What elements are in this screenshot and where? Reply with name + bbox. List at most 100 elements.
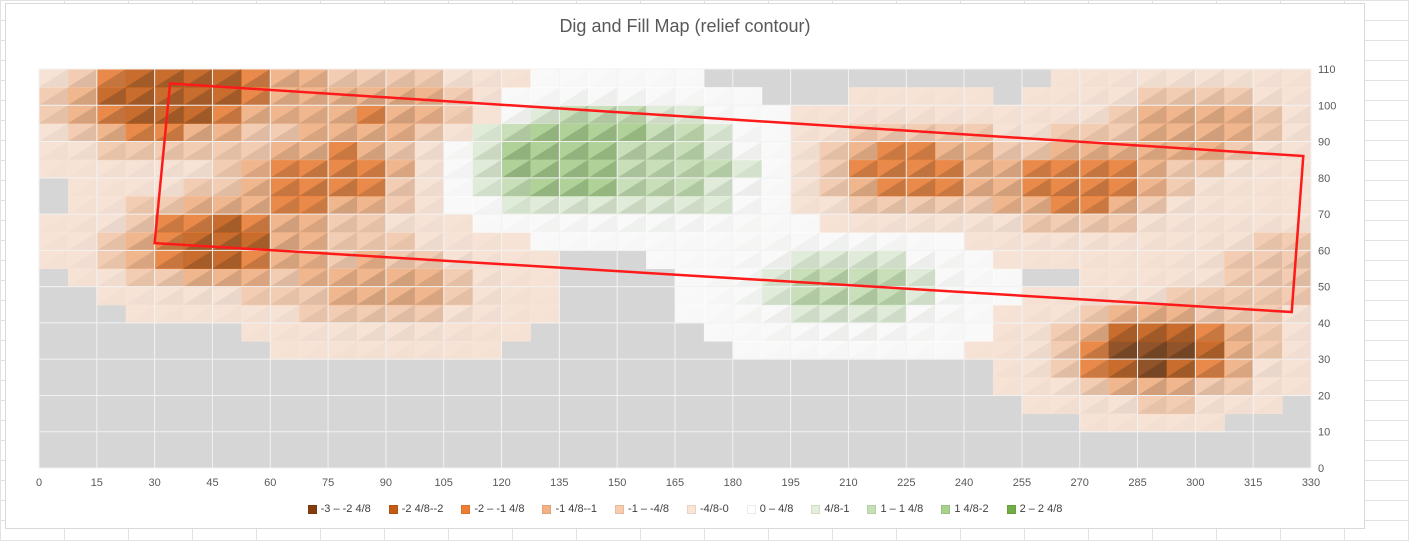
surface-cell bbox=[1108, 250, 1139, 269]
surface-cell bbox=[732, 286, 763, 306]
surface-cell bbox=[761, 232, 792, 251]
surface-facet bbox=[270, 232, 300, 251]
surface-cell bbox=[1021, 141, 1052, 161]
surface-cell bbox=[1282, 123, 1311, 143]
surface-facet bbox=[906, 177, 936, 196]
surface-cell bbox=[790, 141, 821, 161]
surface-facet bbox=[154, 195, 184, 215]
surface-cell bbox=[1050, 141, 1081, 161]
surface-cell bbox=[530, 268, 560, 288]
surface-cell bbox=[732, 322, 763, 342]
surface-cell bbox=[559, 141, 589, 161]
surface-cell bbox=[501, 214, 531, 233]
surface-cell bbox=[1108, 377, 1139, 396]
surface-cell bbox=[906, 159, 936, 179]
surface-cell bbox=[96, 159, 127, 179]
surface-cell bbox=[270, 69, 300, 88]
surface-cell bbox=[790, 322, 821, 342]
surface-facet bbox=[1108, 141, 1138, 160]
surface-facet bbox=[848, 141, 878, 160]
surface-cell bbox=[67, 195, 98, 215]
surface-cell bbox=[1224, 377, 1254, 396]
surface-cell bbox=[675, 141, 705, 161]
surface-facet bbox=[1137, 304, 1167, 323]
surface-cell bbox=[559, 177, 589, 197]
surface-cell bbox=[1021, 177, 1052, 197]
surface-cell bbox=[646, 250, 676, 269]
surface-facet bbox=[125, 232, 155, 251]
surface-cell bbox=[732, 214, 763, 233]
surface-cell bbox=[646, 232, 676, 251]
surface-facet bbox=[1050, 304, 1080, 323]
surface-cell bbox=[617, 105, 647, 124]
surface-facet bbox=[125, 123, 155, 142]
surface-cell bbox=[703, 286, 734, 306]
x-tick-label: 105 bbox=[435, 477, 453, 489]
surface-cell bbox=[848, 87, 878, 106]
surface-cell bbox=[1079, 159, 1110, 179]
surface-facet bbox=[906, 304, 936, 323]
surface-cell bbox=[819, 177, 849, 197]
chart-area[interactable]: Dig and Fill Map (relief contour) 0 15 30 4… bbox=[5, 3, 1365, 529]
surface-cell bbox=[299, 159, 329, 179]
surface-cell bbox=[1195, 214, 1225, 233]
surface-cell bbox=[617, 195, 647, 215]
surface-facet bbox=[1224, 377, 1254, 396]
surface-cell bbox=[1050, 359, 1081, 378]
surface-facet bbox=[1137, 69, 1167, 88]
surface-cell bbox=[1021, 304, 1052, 324]
surface-facet bbox=[1224, 359, 1254, 378]
surface-cell bbox=[1050, 250, 1081, 269]
surface-cell bbox=[1253, 250, 1283, 269]
surface-cell bbox=[1021, 341, 1052, 360]
surface-facet bbox=[935, 159, 965, 178]
surface-cell bbox=[848, 286, 878, 306]
surface-facet bbox=[1253, 87, 1283, 106]
surface-cell bbox=[530, 232, 560, 251]
surface-facet bbox=[443, 105, 473, 124]
surface-cell bbox=[1079, 141, 1110, 161]
surface-cell bbox=[848, 322, 878, 342]
surface-cell bbox=[1137, 268, 1167, 288]
surface-facet bbox=[1079, 359, 1109, 378]
surface-facet bbox=[183, 195, 213, 215]
surface-cell bbox=[993, 159, 1023, 179]
surface-facet bbox=[1195, 359, 1225, 378]
surface-cell bbox=[1224, 195, 1254, 215]
surface-cell bbox=[1137, 232, 1167, 251]
surface-cell bbox=[935, 214, 965, 233]
surface-cell bbox=[241, 322, 271, 342]
surface-cell bbox=[848, 141, 878, 161]
surface-facet bbox=[935, 195, 965, 215]
surface-cell bbox=[1253, 377, 1283, 396]
surface-facet bbox=[617, 141, 647, 160]
surface-cell bbox=[357, 105, 387, 124]
surface-cell bbox=[1195, 304, 1225, 324]
surface-facet bbox=[357, 69, 386, 88]
surface-facet bbox=[1079, 123, 1109, 142]
surface-cell bbox=[154, 304, 185, 324]
surface-cell bbox=[1079, 69, 1110, 88]
surface-facet bbox=[1282, 268, 1311, 287]
surface-cell bbox=[1079, 377, 1110, 396]
surface-cell bbox=[357, 177, 387, 197]
surface-cell bbox=[732, 250, 763, 269]
surface-facet bbox=[819, 286, 849, 305]
surface-cell bbox=[1224, 87, 1254, 106]
surface-cell bbox=[1253, 177, 1283, 197]
surface-facet bbox=[703, 177, 733, 196]
surface-cell bbox=[964, 268, 994, 288]
surface-cell bbox=[1079, 232, 1110, 251]
surface-facet bbox=[906, 268, 936, 287]
surface-cell bbox=[732, 341, 763, 360]
x-tick-label: 270 bbox=[1071, 477, 1089, 489]
surface-cell bbox=[877, 341, 907, 360]
surface-cell bbox=[212, 123, 242, 143]
surface-facet bbox=[906, 159, 936, 178]
surface-facet bbox=[385, 304, 415, 323]
surface-facet bbox=[125, 87, 155, 106]
surface-cell bbox=[183, 177, 213, 197]
surface-cell bbox=[559, 87, 589, 106]
surface-cell bbox=[212, 286, 242, 306]
surface-facet bbox=[559, 123, 589, 142]
